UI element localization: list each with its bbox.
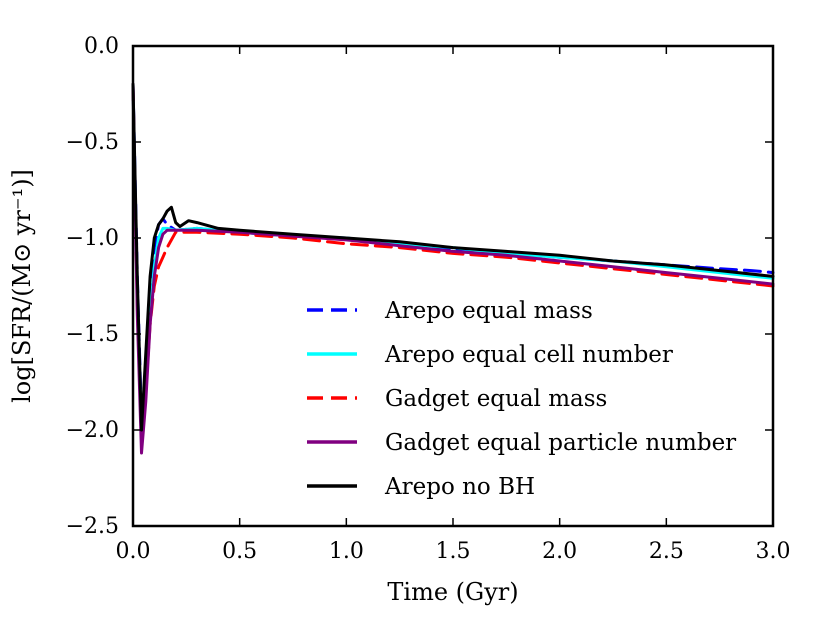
x-tick-label: 1.0 [329, 539, 364, 564]
legend-label-0: Arepo equal mass [384, 298, 593, 324]
series-line-4 [131, 82, 775, 432]
y-tick-label: −1.5 [66, 322, 119, 347]
series-line-3 [131, 82, 775, 455]
x-tick-label: 3.0 [756, 539, 791, 564]
y-tick-label: −0.5 [66, 130, 119, 155]
y-tick-label: −1.0 [66, 226, 119, 251]
series-layer [131, 82, 775, 455]
x-tick-label: 0.0 [116, 539, 151, 564]
x-tick-label: 1.5 [436, 539, 471, 564]
legend-label-3: Gadget equal particle number [385, 430, 736, 456]
legend: Arepo equal mass Arepo equal cell number G… [307, 298, 736, 500]
y-axis-label: log[SFR/(M⊙ yr⁻¹)] [8, 169, 36, 403]
x-tick-label: 2.5 [649, 539, 684, 564]
x-tick-label: 2.0 [542, 539, 577, 564]
legend-label-4: Arepo no BH [384, 474, 535, 500]
y-tick-label: −2.5 [66, 514, 119, 539]
legend-label-2: Gadget equal mass [385, 386, 607, 412]
ticks-layer: 0.0 0.5 1.0 1.5 2.0 2.5 3.0 0.0 −0.5 −1.0 −1.5 −2.0… [66, 34, 791, 564]
x-tick-label: 0.5 [222, 539, 257, 564]
y-tick-label: −2.0 [66, 418, 119, 443]
x-axis-label: Time (Gyr) [387, 578, 518, 606]
legend-label-1: Arepo equal cell number [384, 342, 673, 368]
series-line-1 [131, 82, 775, 432]
y-tick-label: 0.0 [84, 34, 119, 59]
